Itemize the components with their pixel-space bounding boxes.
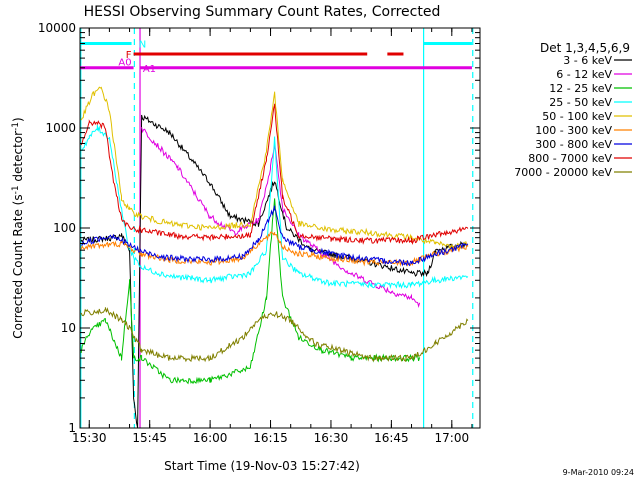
legend-label: 12 - 25 keV [549,82,612,95]
series-line [141,127,421,309]
legend-label: 7000 - 20000 keV [514,166,612,179]
x-tick-label: 15:45 [132,431,167,445]
x-tick-label: 16:45 [374,431,409,445]
state-bar-label-N: N [139,39,146,50]
legend-label: 6 - 12 keV [556,68,612,81]
series-line [80,198,421,385]
y-label-sup2: -1 [11,122,21,131]
y-tick-label: 1 [68,421,76,435]
y-label-sup1: -1 [11,185,21,194]
y-tick-label: 100 [53,221,76,235]
y-tick-label: 1000 [45,121,76,135]
y-tick-label: 10 [61,321,76,335]
series-line [80,231,469,267]
state-bar-label-F: F [126,50,132,61]
state-bar-label-A1: A1 [143,64,156,75]
y-axis-label: Corrected Count Rate (s-1 detector-1) [11,117,25,338]
x-tick-label: 15:30 [72,431,107,445]
series-line [80,86,469,251]
series-line [80,114,468,428]
footer-date: 9-Mar-2010 09:24 [563,468,634,477]
x-tick-label: 16:30 [314,431,349,445]
legend-title: Det 1,3,4,5,6,9 [540,41,630,55]
series-line [81,124,469,290]
x-tick-label: 17:00 [435,431,470,445]
series-line [80,103,469,245]
legend-label: 800 - 7000 keV [528,152,612,165]
legend-label: 50 - 100 keV [542,110,612,123]
chart-title: HESSI Observing Summary Count Rates, Cor… [84,4,441,20]
series-line [81,205,469,267]
x-tick-label: 16:00 [193,431,228,445]
legend-label: 25 - 50 keV [549,96,612,109]
y-label-main: Corrected Count Rate (s [11,194,25,338]
y-tick-label: 10000 [38,21,76,35]
legend-label: 300 - 800 keV [535,138,612,151]
series-line [80,307,469,363]
y-label-end: ) [11,117,25,122]
axes: 15:30 15:45 16:00 16:15 16:30 16:45 17:00 1 10 10… [38,21,481,445]
y-label-mid: detector [11,131,25,186]
legend-label: 3 - 6 keV [563,54,612,67]
series-group [80,86,469,428]
legend-label: 100 - 300 keV [535,124,612,137]
state-bar-label-A0: A0 [118,58,131,69]
x-axis-label: Start Time (19-Nov-03 15:27:42) [164,459,360,473]
x-tick-label: 16:15 [253,431,288,445]
